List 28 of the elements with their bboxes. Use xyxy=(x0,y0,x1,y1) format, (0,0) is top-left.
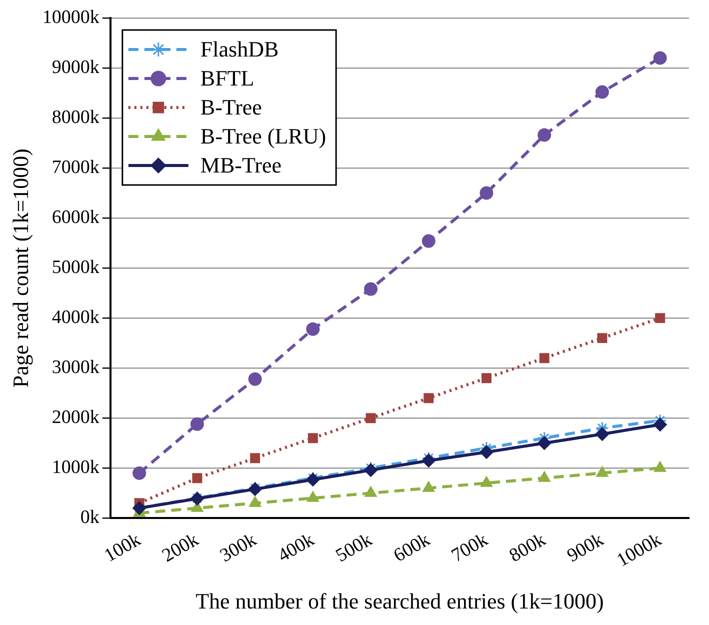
x-tick-label: 100k xyxy=(100,529,145,567)
y-tick-label: 0k xyxy=(80,507,100,528)
x-tick-label: 200k xyxy=(158,529,203,567)
y-tick-label: 3000k xyxy=(52,357,100,378)
x-tick-label: 900k xyxy=(564,529,608,567)
x-tick-label: 400k xyxy=(274,529,318,567)
y-tick-label: 5000k xyxy=(52,257,100,278)
y-tick-label: 10000k xyxy=(42,6,100,28)
x-axis-title: The number of the searched entries (1k=1000) xyxy=(196,588,604,614)
y-tick-label: 4000k xyxy=(52,307,100,328)
y-axis-title: Page read count (1k=1000) xyxy=(8,148,33,388)
x-tick-label: 1000k xyxy=(613,529,666,572)
y-tick-label: 1000k xyxy=(52,457,100,478)
x-tick-label: 500k xyxy=(332,529,376,567)
legend-label: B-Tree xyxy=(200,94,262,120)
y-tick-label: 6000k xyxy=(52,207,100,228)
y-tick-label: 7000k xyxy=(52,157,100,178)
y-tick-label: 8000k xyxy=(52,107,100,128)
x-tick-label: 300k xyxy=(216,529,260,567)
x-tick-label: 700k xyxy=(448,529,492,567)
x-tick-label: 800k xyxy=(506,529,550,567)
y-tick-label: 2000k xyxy=(52,407,100,428)
legend-label: B-Tree (LRU) xyxy=(200,123,326,148)
legend-label: FlashDB xyxy=(200,36,279,62)
y-tick-label: 9000k xyxy=(52,56,100,78)
legend-label: BFTL xyxy=(200,65,254,90)
legend-label: MB-Tree xyxy=(200,152,282,178)
x-tick-label: 600k xyxy=(390,529,434,567)
